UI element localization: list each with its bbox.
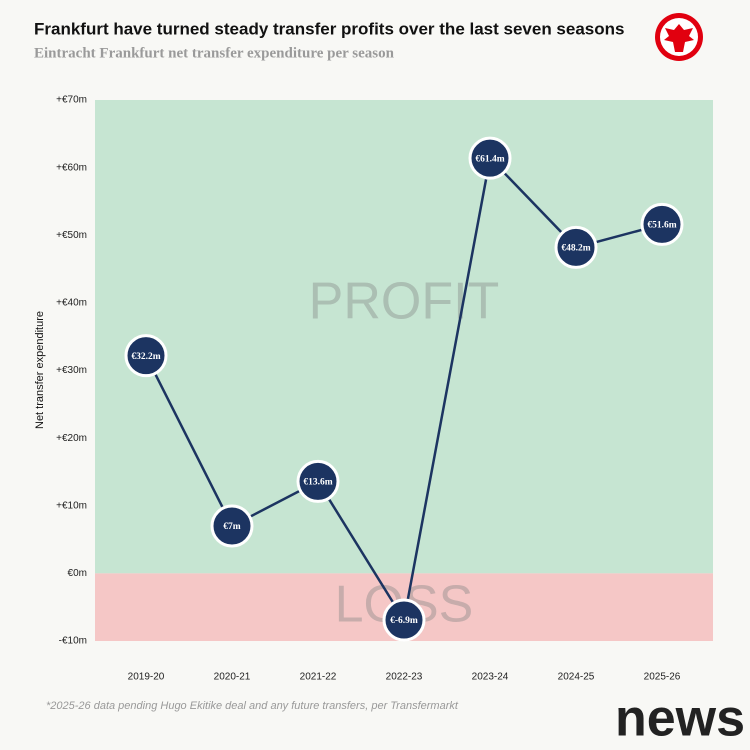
- value-label: €13.6m: [303, 478, 332, 488]
- x-tick-label: 2024-25: [558, 672, 595, 683]
- footnote: *2025-26 data pending Hugo Ekitike deal …: [46, 700, 459, 712]
- point: [382, 598, 426, 642]
- value-label: €61.4m: [475, 154, 504, 164]
- point: [640, 202, 684, 246]
- y-tick-label: +€30m: [56, 365, 87, 376]
- y-axis-label: Net transfer expenditure: [34, 311, 46, 429]
- zone-label: PROFIT: [309, 273, 500, 331]
- x-tick-label: 2020-21: [214, 672, 251, 683]
- point: [210, 504, 254, 548]
- y-tick-label: €0m: [68, 568, 87, 579]
- chart-subtitle: Eintracht Frankfurt net transfer expendi…: [34, 45, 395, 61]
- x-tick-label: 2019-20: [128, 672, 165, 683]
- value-label: €-6.9m: [390, 616, 418, 626]
- value-label: €32.2m: [131, 352, 160, 362]
- point: [124, 334, 168, 378]
- y-tick-label: +€40m: [56, 298, 87, 309]
- x-tick-label: 2023-24: [472, 672, 509, 683]
- y-tick-label: +€20m: [56, 433, 87, 444]
- point: [554, 225, 598, 269]
- point: [296, 459, 340, 503]
- x-tick-label: 2022-23: [386, 672, 423, 683]
- y-tick-label: +€70m: [56, 95, 87, 106]
- club-logo: [655, 13, 703, 61]
- y-tick-label: +€50m: [56, 230, 87, 241]
- x-tick-label: 2021-22: [300, 672, 337, 683]
- x-tick-label: 2025-26: [644, 672, 681, 683]
- profit-zone: [95, 100, 713, 574]
- y-tick-label: +€60m: [56, 162, 87, 173]
- y-tick-label: -€10m: [59, 636, 87, 647]
- chart-title: Frankfurt have turned steady transfer pr…: [34, 19, 624, 38]
- y-tick-label: +€10m: [56, 500, 87, 511]
- value-label: €51.6m: [647, 221, 676, 231]
- value-label: €48.2m: [561, 244, 590, 254]
- point: [468, 136, 512, 180]
- value-label: €7m: [223, 522, 241, 532]
- watermark: news: [615, 690, 745, 748]
